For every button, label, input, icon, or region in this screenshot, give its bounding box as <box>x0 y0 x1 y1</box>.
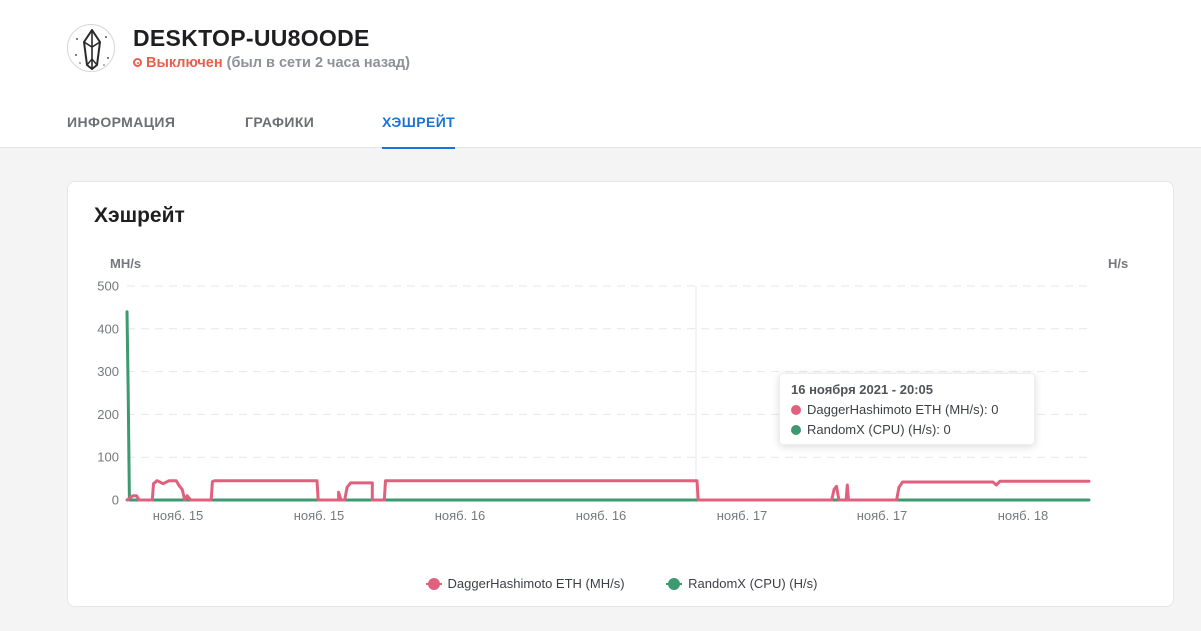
card-title: Хэшрейт <box>94 204 185 227</box>
x-tick-label: нояб. 15 <box>294 508 345 522</box>
x-tick-label: нояб. 16 <box>435 508 486 522</box>
y-tick-label: 500 <box>97 279 119 294</box>
tooltip-title: 16 ноября 2021 - 20:05 <box>791 382 933 397</box>
tooltip-row-text: RandomX (CPU) (H/s): 0 <box>807 422 951 437</box>
tab-info[interactable]: ИНФОРМАЦИЯ <box>67 114 176 130</box>
legend-label: DaggerHashimoto ETH (MH/s) <box>447 576 625 591</box>
chart-legend: DaggerHashimoto ETH (MH/s) RandomX (CPU)… <box>68 576 1175 591</box>
last-seen-text: (был в сети 2 часа назад) <box>226 55 410 71</box>
right-axis-unit: H/s <box>1108 256 1128 271</box>
x-tick-label: нояб. 16 <box>576 508 627 522</box>
x-tick-label: нояб. 17 <box>857 508 908 522</box>
eth-dot-icon <box>791 405 801 415</box>
series-line-randomx <box>125 310 1091 502</box>
status-label: Выключен <box>146 55 223 71</box>
tooltip-row-text: DaggerHashimoto ETH (MH/s): 0 <box>807 402 999 417</box>
legend-marker-icon <box>425 578 442 590</box>
x-tick-label: нояб. 15 <box>153 508 204 522</box>
series-line-eth <box>125 479 1091 502</box>
device-avatar <box>67 24 115 72</box>
tab-hashrate[interactable]: ХЭШРЕЙТ <box>382 114 456 149</box>
chart-tooltip: 16 ноября 2021 - 20:05 DaggerHashimoto E… <box>779 373 1035 445</box>
y-tick-label: 100 <box>97 450 119 465</box>
x-tick-label: нояб. 18 <box>998 508 1049 522</box>
offline-status-icon <box>133 58 142 67</box>
legend-item-randomx[interactable]: RandomX (CPU) (H/s) <box>666 576 817 591</box>
y-tick-label: 0 <box>112 493 119 508</box>
x-tick-label: нояб. 17 <box>717 508 768 522</box>
left-axis-unit: MH/s <box>110 256 141 271</box>
tooltip-row-randomx: RandomX (CPU) (H/s): 0 <box>791 422 1034 442</box>
y-tick-label: 400 <box>97 321 119 336</box>
device-header: DESKTOP-UU8OODE Выключен (был в сети 2 ч… <box>0 0 1201 149</box>
tab-charts[interactable]: ГРАФИКИ <box>245 114 315 130</box>
chart-series <box>125 310 1091 502</box>
device-status: Выключен (был в сети 2 часа назад) <box>133 55 410 71</box>
legend-label: RandomX (CPU) (H/s) <box>688 576 818 591</box>
crystal-icon <box>75 29 109 70</box>
hashrate-card: Хэшрейт 0 100 200 300 400 500 нояб. 15 нояб. 1… <box>67 181 1174 607</box>
randomx-dot-icon <box>791 425 801 435</box>
tooltip-row-eth: DaggerHashimoto ETH (MH/s): 0 <box>791 402 1034 422</box>
x-axis: нояб. 15 нояб. 15 нояб. 16 нояб. 16 нояб. 17… <box>153 508 1049 522</box>
y-axis: 0 100 200 300 400 500 <box>97 279 119 508</box>
y-tick-label: 300 <box>97 364 119 379</box>
legend-item-eth[interactable]: DaggerHashimoto ETH (MH/s) <box>425 576 625 591</box>
y-tick-label: 200 <box>97 407 119 422</box>
legend-marker-icon <box>666 578 683 590</box>
device-name: DESKTOP-UU8OODE <box>133 25 370 51</box>
